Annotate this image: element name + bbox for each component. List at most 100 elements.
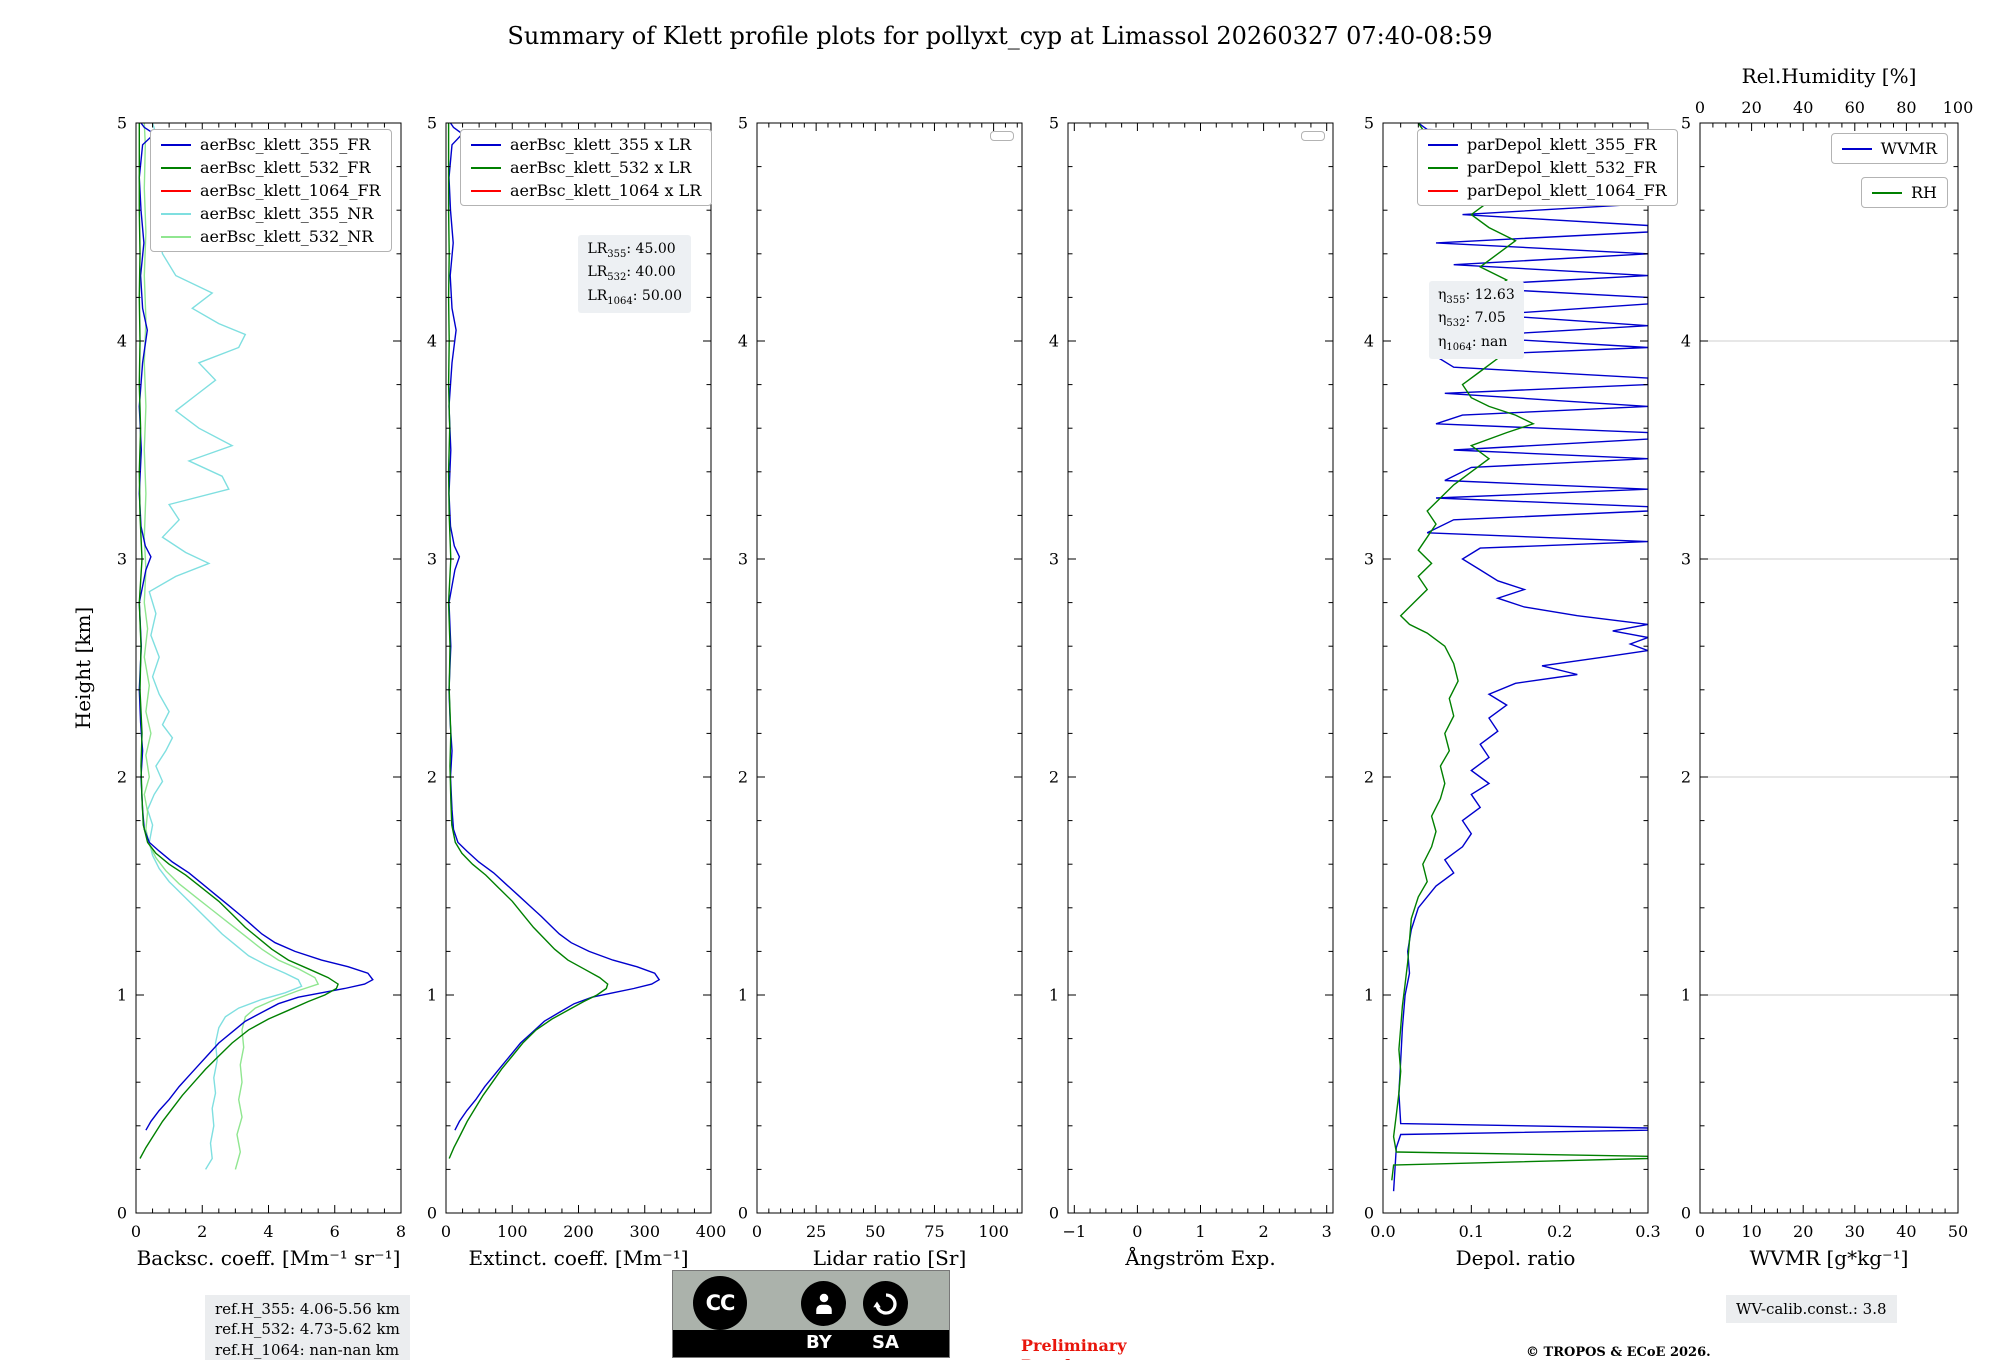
x-tick-label: 2: [1259, 1222, 1269, 1241]
y-tick-label: 3: [117, 550, 127, 569]
y-tick-label: 1: [1364, 986, 1374, 1005]
y-tick-label: 4: [427, 332, 437, 351]
lidar-ratio-legend: [990, 131, 1014, 141]
legend-entry: aerBsc_klett_355_FR: [161, 135, 381, 154]
annotation-line: LR532: 40.00: [587, 264, 676, 284]
backscatter-canvas: 0 2 4 6 8 0 1 2 3 4 5 Backsc. coeff. [Mm⁻¹ sr⁻¹] Hei…: [71, 114, 406, 1271]
y-tick-label: 1: [738, 986, 748, 1005]
legend-label: aerBsc_klett_1064_FR: [200, 181, 381, 200]
legend-line-swatch: [1428, 143, 1458, 146]
legend-line-swatch: [1872, 191, 1902, 194]
legend-line-swatch: [161, 143, 191, 146]
rh-legend: RH: [1861, 177, 1948, 208]
depol-subplot: parDepol_klett_355_FR parDepol_klett_532_…: [1364, 114, 1678, 1270]
x-tick-label: 200: [563, 1222, 594, 1241]
y-tick-label: 0: [1364, 1204, 1374, 1223]
y-tick-label: 4: [117, 332, 127, 351]
y-tick-label: 1: [427, 986, 437, 1005]
y-tick-label: 4: [1364, 332, 1374, 351]
y-tick-label: 3: [1681, 550, 1691, 569]
legend-label: aerBsc_klett_355_FR: [200, 135, 371, 154]
legend-entry: aerBsc_klett_355 x LR: [471, 135, 701, 154]
x-tick-label: 40: [1896, 1222, 1916, 1241]
y-tick-label: 4: [1049, 332, 1059, 351]
legend-line-swatch: [471, 189, 501, 192]
top-axis-label: Rel.Humidity [%]: [1742, 64, 1917, 88]
extinction-canvas: 0 100 200 300 400 0 1 2 3 4 5 Extinct. coeff. [Mm⁻¹…: [427, 114, 726, 1271]
cc-sa-arrow-icon: [863, 1281, 908, 1326]
x-tick-label: 10: [1741, 1222, 1761, 1241]
x-tick-label: 3: [1322, 1222, 1332, 1241]
y-tick-label: 0: [1681, 1204, 1691, 1223]
y-tick-label: 0: [738, 1204, 748, 1223]
y-tick-label: 5: [1364, 114, 1374, 133]
x-tick-label: 100: [497, 1222, 528, 1241]
series-aerBsc_klett_355_FR: [138, 123, 374, 1131]
figure-title: Summary of Klett profile plots for polly…: [507, 22, 1493, 50]
y-tick-label: 5: [117, 114, 127, 133]
cc-logo-icon: CC: [693, 1276, 747, 1330]
legend-label: aerBsc_klett_355 x LR: [510, 135, 692, 154]
legend-line-swatch: [1428, 189, 1458, 192]
copyright-note: © TROPOS & ECoE 2026. CC BY SA 4.0 Licen…: [1526, 1345, 1711, 1360]
y-tick-label: 5: [1681, 114, 1691, 133]
y-tick-label: 2: [1364, 768, 1374, 787]
legend-entry: parDepol_klett_1064_FR: [1428, 181, 1667, 200]
preliminary-results-note: Preliminary Results.: [1021, 1336, 1127, 1360]
y-tick-label: 2: [1681, 768, 1691, 787]
axes-frame: [1382, 122, 1649, 1214]
y-tick-label: 3: [1049, 550, 1059, 569]
top-tick-label: 20: [1741, 98, 1761, 117]
angstroem-subplot: −1 0 1 2 3 0 1 2 3 4 5 Ångström Exp.: [1049, 114, 1334, 1270]
cc-logo-label: CC: [705, 1291, 736, 1315]
x-tick-label: 50: [1948, 1222, 1968, 1241]
x-axis-label: Backsc. coeff. [Mm⁻¹ sr⁻¹]: [137, 1246, 401, 1270]
x-tick-label: 1: [1195, 1222, 1205, 1241]
axes-frame: [135, 122, 402, 1214]
legend-line-swatch: [1428, 166, 1458, 169]
x-tick-label: 0.2: [1547, 1222, 1572, 1241]
axes-frame: [756, 122, 1023, 1214]
axes-frame: [1699, 122, 1959, 1214]
series-aerExt_klett_355: [448, 123, 661, 1131]
lidar-ratio-subplot: 0 25 50 75 100 0 1 2 3 4 5 Lidar ratio [Sr]: [738, 114, 1023, 1270]
y-tick-label: 1: [1049, 986, 1059, 1005]
y-tick-label: 2: [738, 768, 748, 787]
series-aerBsc_klett_532_FR: [138, 123, 339, 1159]
lidar-ratio-values-annotation: LR355: 45.00 LR532: 40.00 LR1064: 50.00: [578, 235, 691, 313]
legend-line-swatch: [161, 212, 191, 215]
x-tick-label: 2: [197, 1222, 207, 1241]
depol-calibration-annotation: η355: 12.63 η532: 7.05 η1064: nan: [1429, 281, 1524, 359]
y-axis-label: Height [km]: [71, 607, 95, 729]
y-tick-label: 2: [427, 768, 437, 787]
x-tick-label: 400: [696, 1222, 727, 1241]
legend-entry: aerBsc_klett_532_FR: [161, 158, 381, 177]
legend-label: parDepol_klett_1064_FR: [1467, 181, 1667, 200]
legend-entry: parDepol_klett_355_FR: [1428, 135, 1667, 154]
legend-entry: aerBsc_klett_532 x LR: [471, 158, 701, 177]
y-tick-label: 0: [427, 1204, 437, 1223]
top-tick-label: 100: [1943, 98, 1974, 117]
x-tick-label: 30: [1845, 1222, 1865, 1241]
series-aerBsc_klett_532_NR: [143, 123, 320, 1170]
cc-by-sa-badge: CC BY SA: [672, 1270, 950, 1358]
legend-entry: parDepol_klett_532_FR: [1428, 158, 1667, 177]
y-tick-label: 4: [1681, 332, 1691, 351]
y-tick-label: 3: [738, 550, 748, 569]
y-tick-label: 5: [738, 114, 748, 133]
x-axis-label: Extinct. coeff. [Mm⁻¹]: [468, 1246, 688, 1270]
series-aerExt_klett_532: [447, 123, 609, 1159]
cc-by-label: BY: [806, 1332, 832, 1353]
x-tick-label: −1: [1063, 1222, 1087, 1241]
y-tick-label: 1: [1681, 986, 1691, 1005]
top-tick-label: 80: [1896, 98, 1916, 117]
top-tick-label: 60: [1845, 98, 1865, 117]
x-tick-label: 300: [629, 1222, 660, 1241]
series-parDepol_klett_355_FR: [1392, 123, 1648, 1192]
x-tick-label: 0: [1132, 1222, 1142, 1241]
annotation-line: η355: 12.63: [1438, 287, 1515, 306]
x-tick-label: 0.1: [1459, 1222, 1484, 1241]
